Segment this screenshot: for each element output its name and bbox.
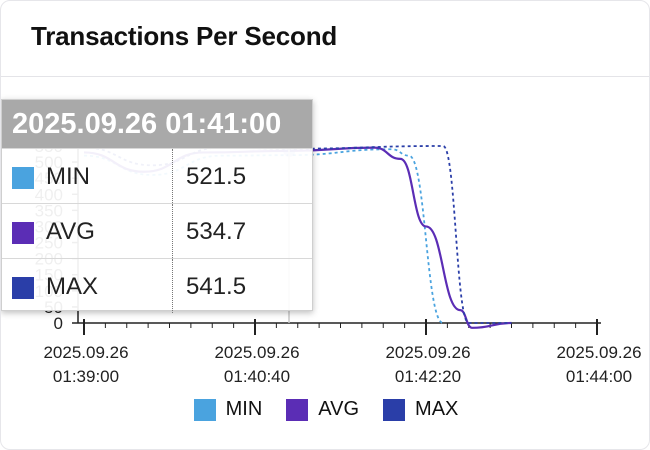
tooltip-row-min: MIN 521.5 bbox=[2, 148, 312, 203]
tooltip-divider bbox=[172, 259, 173, 313]
x-tick-label-date: 2025.09.26 bbox=[556, 343, 641, 362]
legend-label-min: MIN bbox=[225, 398, 263, 420]
x-tick-label-time: 01:44:00 bbox=[566, 367, 632, 386]
tooltip-swatch-min bbox=[12, 167, 34, 189]
tooltip-timestamp: 2025.09.26 01:41:00 bbox=[2, 100, 312, 148]
chart-legend: MIN AVG MAX bbox=[1, 398, 649, 421]
card-header: Transactions Per Second bbox=[1, 1, 649, 77]
series-line-max[interactable] bbox=[83, 145, 512, 324]
legend-label-avg: AVG bbox=[318, 398, 360, 420]
tooltip-row-avg: AVG 534.7 bbox=[2, 203, 312, 258]
tooltip-label-max: MAX bbox=[46, 273, 99, 300]
card-title: Transactions Per Second bbox=[31, 21, 338, 51]
tooltip-divider bbox=[172, 204, 173, 258]
tooltip-divider bbox=[172, 149, 173, 203]
x-tick-label-time: 01:42:20 bbox=[395, 367, 461, 386]
tooltip-value-max: 541.5 bbox=[186, 273, 247, 300]
tooltip-swatch-max bbox=[12, 277, 34, 299]
legend-label-max: MAX bbox=[415, 398, 459, 420]
tooltip-label-avg: AVG bbox=[46, 218, 95, 245]
tooltip-label-min: MIN bbox=[46, 163, 90, 190]
legend-item-max[interactable]: MAX bbox=[383, 398, 458, 421]
legend-swatch-max bbox=[383, 398, 406, 421]
tooltip-swatch-avg bbox=[12, 222, 34, 244]
legend-item-avg[interactable]: AVG bbox=[286, 398, 359, 421]
x-axis: 2025.09.26 01:39:00 2025.09.26 01:40:40 2025… bbox=[43, 319, 642, 386]
tooltip-value-min: 521.5 bbox=[186, 163, 247, 190]
x-tick-label-date: 2025.09.26 bbox=[214, 343, 299, 362]
tooltip-value-avg: 534.7 bbox=[186, 218, 247, 245]
x-tick-label-date: 2025.09.26 bbox=[43, 343, 128, 362]
x-tick-label-time: 01:39:00 bbox=[53, 367, 119, 386]
chart-tooltip: 2025.09.26 01:41:00 MIN 521.5 AVG 534.7 … bbox=[1, 99, 313, 313]
tooltip-row-max: MAX 541.5 bbox=[2, 258, 312, 313]
legend-swatch-min bbox=[193, 398, 216, 421]
legend-swatch-avg bbox=[286, 398, 309, 421]
y-tick-label: 0 bbox=[54, 314, 63, 333]
x-tick-label-date: 2025.09.26 bbox=[385, 343, 470, 362]
legend-item-min[interactable]: MIN bbox=[193, 398, 263, 421]
x-tick-label-time: 01:40:40 bbox=[224, 367, 290, 386]
